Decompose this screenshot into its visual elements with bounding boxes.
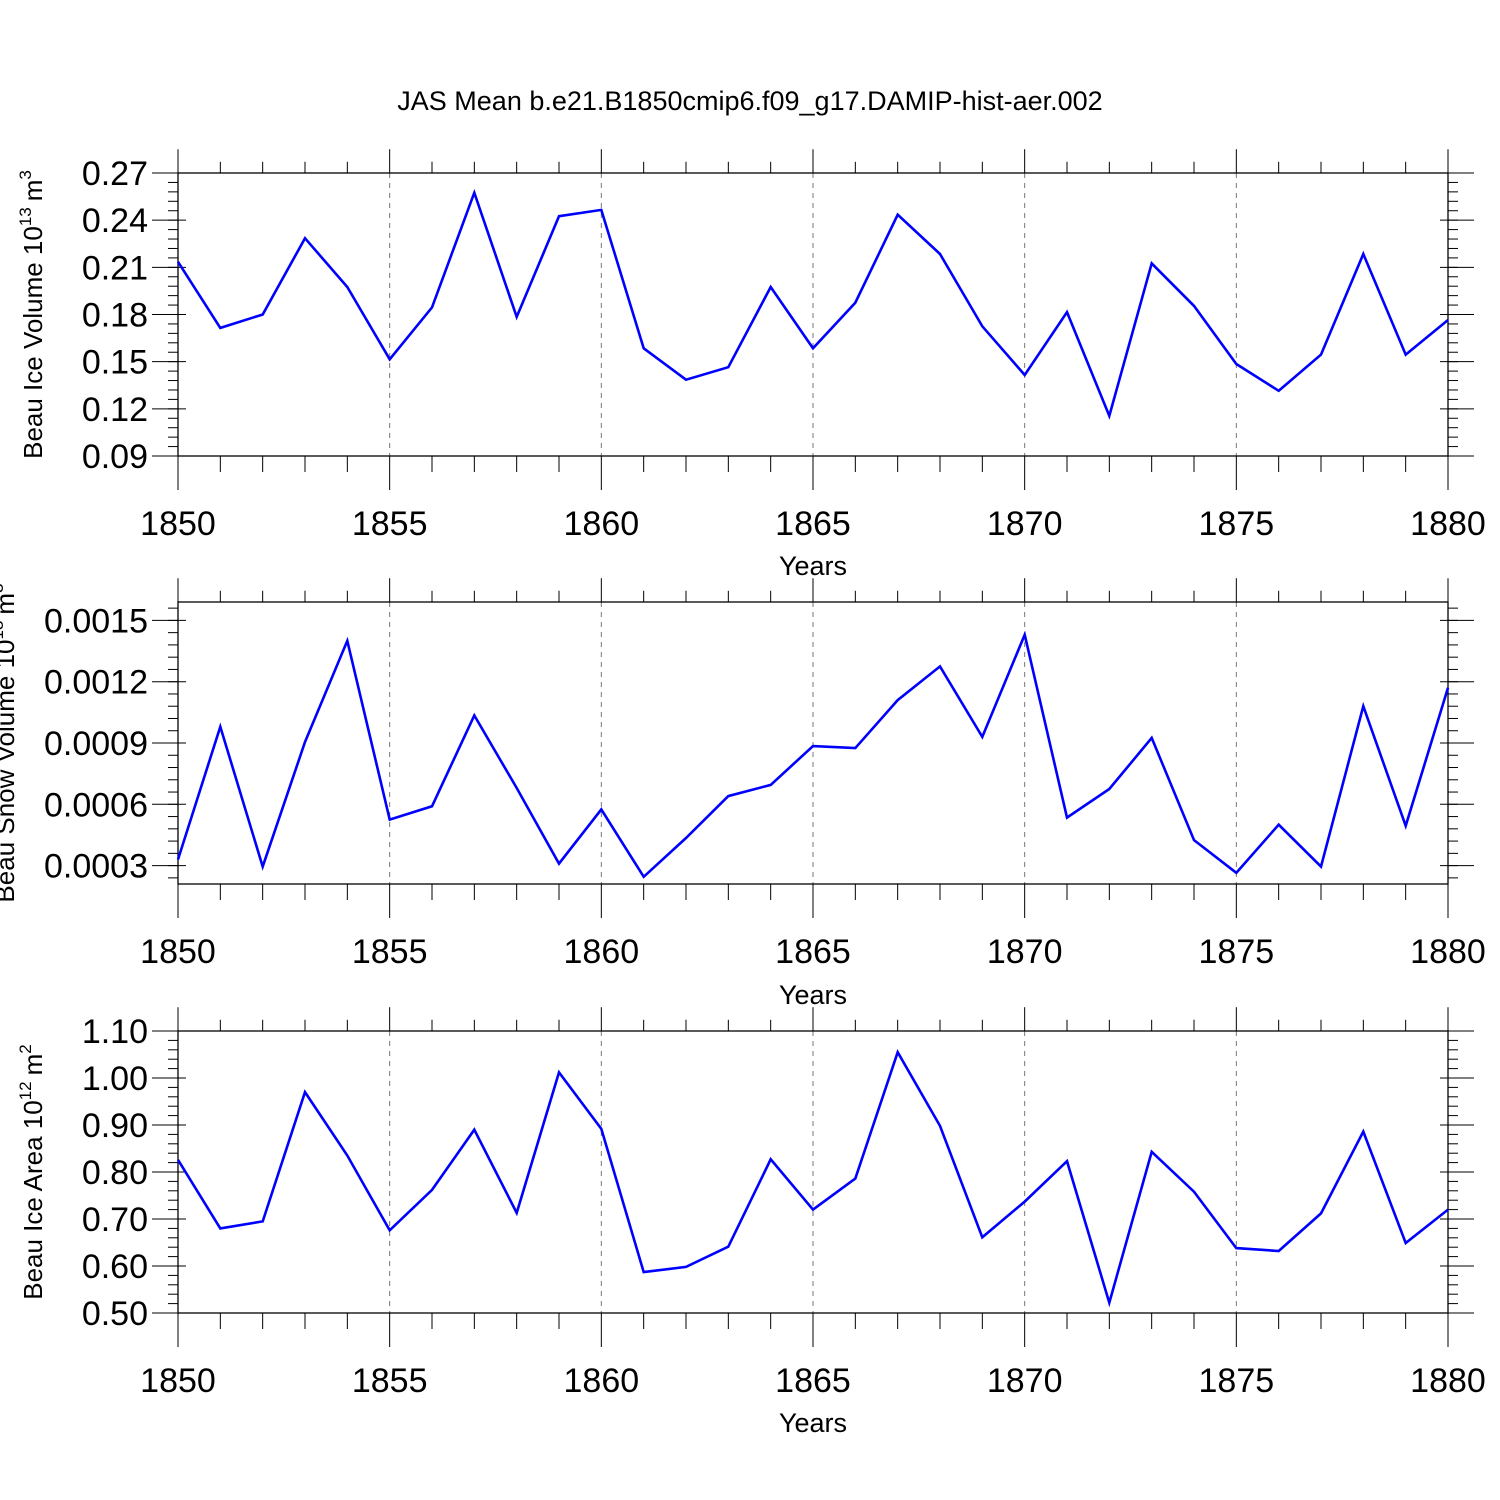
- x-tick-label: 1880: [1410, 1362, 1486, 1400]
- y-tick-label: 0.12: [82, 391, 148, 429]
- y-tick-label: 0.50: [82, 1295, 148, 1333]
- panel-3: 0.50 0.60 0.70 0.80 0.90 1.00 1.10 1850 1855 1860…: [16, 1007, 1486, 1438]
- y-tick-label: 0.18: [82, 297, 148, 335]
- y-axis-label-unit-exponent: 3: [0, 583, 7, 592]
- y-tick-label: 0.0009: [44, 725, 148, 763]
- figure-title: JAS Mean b.e21.B1850cmip6.f09_g17.DAMIP-…: [397, 86, 1102, 116]
- y-axis-label-text: Beau Snow Volume 10: [0, 639, 20, 902]
- y-tick-label: 0.0012: [44, 664, 148, 702]
- x-tick-label: 1870: [987, 933, 1063, 971]
- y-tick-label: 0.09: [82, 438, 148, 476]
- x-tick-label: 1850: [140, 505, 216, 543]
- x-tick-label: 1870: [987, 1362, 1063, 1400]
- y-axis-label: Beau Ice Area 1012 m2: [16, 1044, 48, 1300]
- y-axis-label-unit-exponent: 3: [16, 170, 35, 179]
- y-tick-label: 0.27: [82, 155, 148, 193]
- x-tick-label: 1865: [775, 933, 851, 971]
- x-axis-label: Years: [779, 1408, 847, 1438]
- x-tick-label: 1865: [775, 505, 851, 543]
- x-tick-label: 1875: [1199, 505, 1275, 543]
- x-tick-label: 1855: [352, 505, 428, 543]
- x-tick-label: 1855: [352, 933, 428, 971]
- panel-1: 0.09 0.12 0.15 0.18 0.21 0.24 0.27 1850 1855 1860…: [16, 149, 1486, 581]
- y-tick-label: 0.80: [82, 1154, 148, 1192]
- x-tick-label: 1880: [1410, 933, 1486, 971]
- x-tick-label: 1880: [1410, 505, 1486, 543]
- y-tick-label: 0.0006: [44, 786, 148, 824]
- y-axis-label-exponent: 13: [0, 621, 7, 640]
- y-tick-label: 0.24: [82, 202, 148, 240]
- y-axis-label-unit: m: [0, 593, 20, 615]
- y-axis-label-unit-exponent: 2: [16, 1044, 35, 1053]
- y-tick-label: 1.00: [82, 1060, 148, 1098]
- x-tick-label: 1870: [987, 505, 1063, 543]
- x-tick-label: 1860: [564, 933, 640, 971]
- y-tick-label: 0.70: [82, 1201, 148, 1239]
- y-axis-label: Beau Ice Volume 1013 m3: [16, 170, 48, 459]
- y-axis-label-unit: m: [18, 180, 48, 202]
- x-tick-label: 1850: [140, 933, 216, 971]
- y-axis-label: Beau Snow Volume 1013 m3: [0, 583, 20, 902]
- y-tick-label: 0.15: [82, 344, 148, 382]
- x-axis-label: Years: [779, 980, 847, 1010]
- x-tick-label: 1860: [564, 1362, 640, 1400]
- x-axis-label: Years: [779, 551, 847, 581]
- y-tick-label: 0.0003: [44, 848, 148, 886]
- y-axis-label-unit: m: [18, 1054, 48, 1076]
- y-axis-label-text: Beau Ice Volume 10: [18, 226, 48, 459]
- x-tick-label: 1855: [352, 1362, 428, 1400]
- x-tick-label: 1865: [775, 1362, 851, 1400]
- y-tick-label: 0.60: [82, 1248, 148, 1286]
- y-axis-label-exponent: 12: [16, 1081, 35, 1100]
- y-tick-label: 1.10: [82, 1013, 148, 1051]
- y-axis-label-exponent: 13: [16, 207, 35, 226]
- x-tick-label: 1860: [564, 505, 640, 543]
- x-tick-label: 1875: [1199, 1362, 1275, 1400]
- y-tick-label: 0.0015: [44, 602, 148, 640]
- y-tick-label: 0.21: [82, 249, 148, 287]
- x-tick-label: 1875: [1199, 933, 1275, 971]
- y-axis-label-text: Beau Ice Area 10: [18, 1100, 48, 1299]
- y-tick-label: 0.90: [82, 1107, 148, 1145]
- x-tick-label: 1850: [140, 1362, 216, 1400]
- panel-2: 0.0003 0.0006 0.0009 0.0012 0.0015 1850 1855 18…: [0, 578, 1486, 1010]
